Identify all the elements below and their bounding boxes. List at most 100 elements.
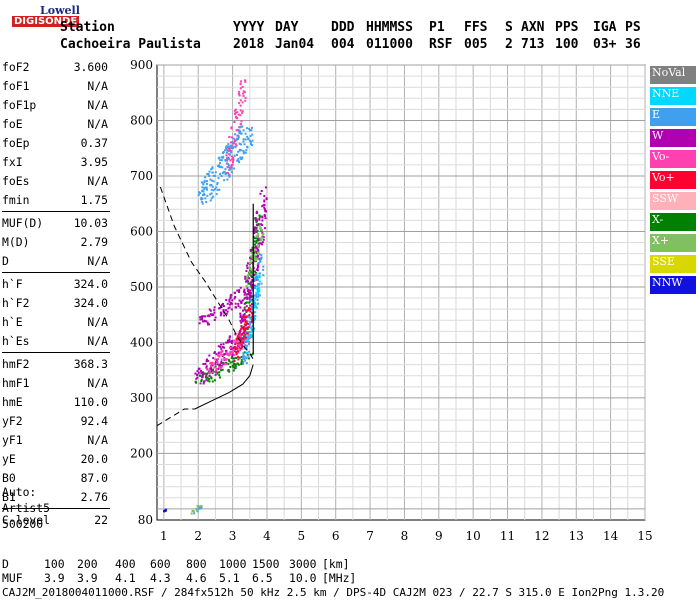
data-point-x	[230, 356, 233, 359]
data-point-x	[244, 301, 247, 304]
data-point-x	[200, 378, 203, 381]
param-key: D	[2, 254, 9, 268]
data-point-e	[210, 168, 213, 171]
data-point-vo	[221, 350, 224, 353]
data-point-w	[201, 371, 204, 374]
data-point-w	[212, 357, 215, 360]
data-point-x	[240, 363, 243, 366]
param-separator	[2, 272, 110, 273]
data-point-x	[256, 229, 259, 232]
data-point-e	[251, 289, 254, 292]
data-point-x	[228, 360, 231, 363]
data-point-e	[203, 193, 206, 196]
data-point-e	[205, 180, 208, 183]
data-point-e	[253, 278, 256, 281]
data-point-e	[245, 362, 248, 365]
data-point-vo	[237, 113, 240, 116]
data-point-x	[195, 509, 198, 512]
data-point-w	[213, 309, 216, 312]
header-row1-10: IGA	[593, 20, 617, 35]
data-point-vo	[233, 112, 236, 115]
data-point-e	[209, 193, 212, 196]
data-point-w	[230, 302, 233, 305]
data-point-w	[209, 313, 212, 316]
data-point-x	[247, 357, 250, 360]
data-point-vo	[245, 327, 248, 330]
data-point-w	[203, 319, 206, 322]
data-point-w	[256, 266, 259, 269]
data-point-vo	[218, 367, 221, 370]
data-point-w	[240, 301, 243, 304]
data-point-vo	[239, 99, 242, 102]
data-point-x	[255, 230, 258, 233]
data-point-w	[222, 309, 225, 312]
data-point-w	[244, 291, 247, 294]
data-point-nne	[245, 339, 248, 342]
data-point-x	[253, 237, 256, 240]
data-point-e	[260, 256, 263, 259]
data-point-e	[238, 161, 241, 164]
param-row: M(D) 2.79	[2, 233, 108, 252]
data-point-w	[254, 255, 257, 258]
data-point-vo	[244, 99, 247, 102]
data-point-w	[217, 368, 220, 371]
data-point-e	[226, 178, 229, 181]
data-point-w	[242, 331, 245, 334]
data-point-e	[225, 145, 228, 148]
param-value: 92.4	[80, 414, 108, 428]
data-point-nne	[245, 335, 248, 338]
data-point-e	[255, 293, 258, 296]
data-point-vo	[218, 355, 221, 358]
data-point-nnw	[163, 510, 166, 513]
data-point-x	[199, 505, 202, 508]
data-point-e	[241, 156, 244, 159]
data-point-w	[194, 372, 197, 375]
table-cell: 3000	[289, 557, 317, 571]
data-point-e	[245, 346, 248, 349]
x-tick-label: 13	[569, 529, 584, 543]
data-point-e	[212, 189, 215, 192]
data-point-x	[258, 215, 261, 218]
data-point-vo	[225, 363, 228, 366]
data-point-e	[250, 328, 253, 331]
data-point-e	[216, 183, 219, 186]
data-point-w	[261, 224, 264, 227]
data-point-vo	[242, 92, 245, 95]
data-point-w	[220, 362, 223, 365]
param-key: h`F2	[2, 296, 30, 310]
param-key: foF1	[2, 79, 30, 93]
data-point-x	[248, 271, 251, 274]
table-cell: 10.0	[289, 571, 317, 585]
data-point-w	[219, 314, 222, 317]
data-point-e	[225, 162, 228, 165]
data-point-w	[196, 374, 199, 377]
data-point-e	[227, 143, 230, 146]
data-point-x	[249, 268, 252, 271]
param-row: B0 87.0	[2, 469, 108, 488]
data-point-e	[250, 308, 253, 311]
data-point-w	[247, 323, 250, 326]
data-point-w	[263, 206, 266, 209]
data-point-w	[228, 300, 231, 303]
data-point-x	[204, 376, 207, 379]
data-point-e	[215, 186, 218, 189]
data-point-e	[233, 167, 236, 170]
data-point-vo	[234, 347, 237, 350]
data-point-e	[238, 129, 241, 132]
data-point-vo	[228, 135, 231, 138]
data-point-nne	[257, 293, 260, 296]
data-point-vo	[228, 354, 231, 357]
header-row2-3: 004	[331, 37, 355, 52]
data-point-e	[249, 143, 252, 146]
data-point-w	[242, 314, 245, 317]
data-point-e	[205, 182, 208, 185]
table-row-label: MUF	[2, 571, 23, 585]
data-point-w	[201, 316, 204, 319]
data-point-x	[218, 376, 221, 379]
data-point-w	[202, 362, 205, 365]
data-point-e	[231, 141, 234, 144]
y-tick-label: 800	[130, 113, 153, 127]
data-point-e	[223, 179, 226, 182]
data-point-x	[214, 365, 217, 368]
data-point-w	[244, 275, 247, 278]
